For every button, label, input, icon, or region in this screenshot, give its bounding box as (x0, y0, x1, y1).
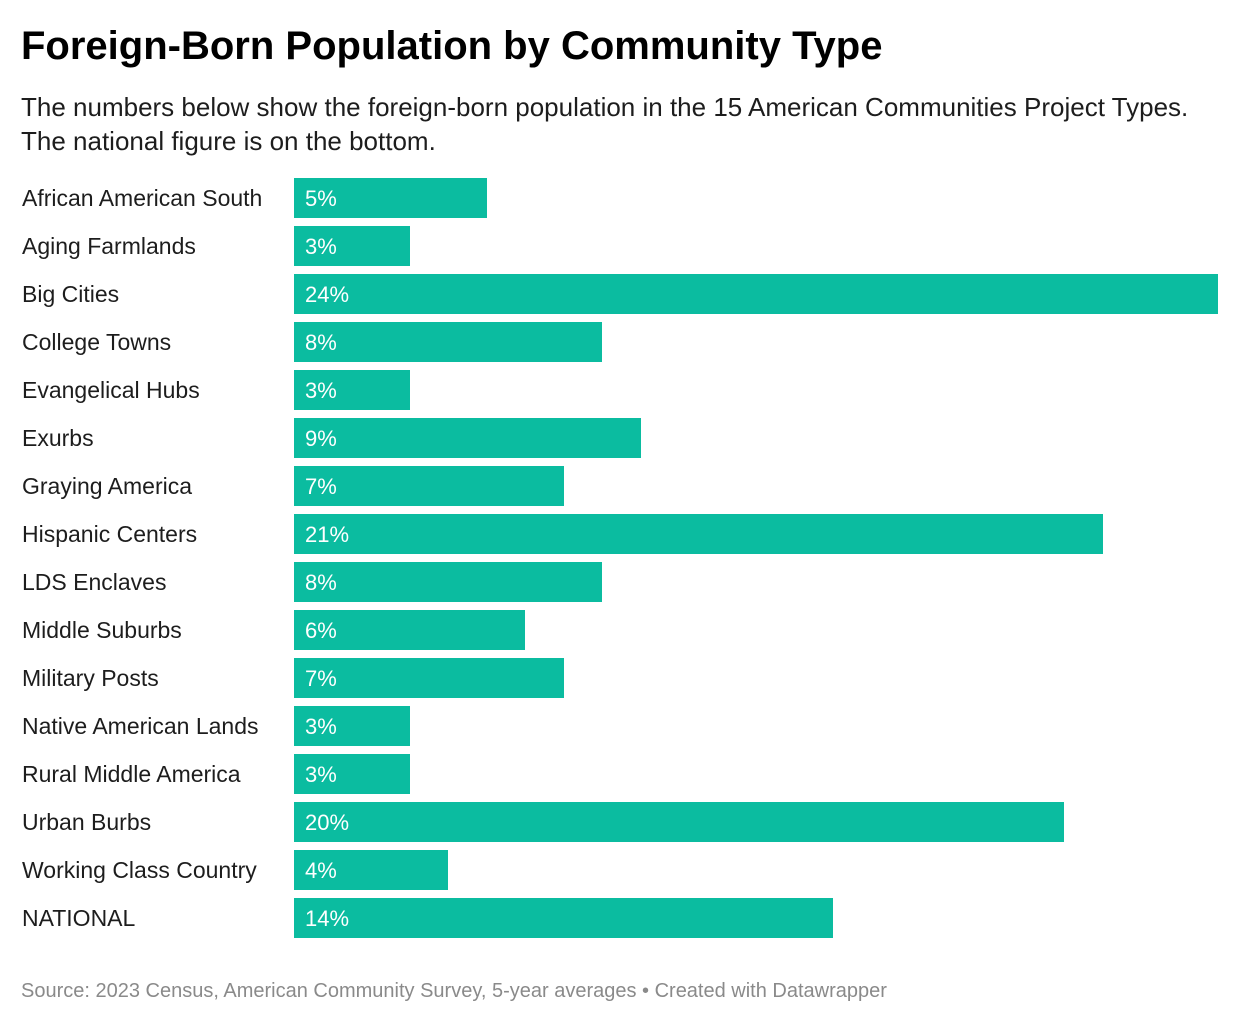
bar-row-exurbs: Exurbs 9% (22, 418, 641, 458)
bar-row-lds-enclaves: LDS Enclaves 8% (22, 562, 602, 602)
category-label-rural-middle-america: Rural Middle America (22, 761, 241, 787)
category-label-aging-farmlands: Aging Farmlands (22, 233, 196, 259)
value-label-urban-burbs: 20% (305, 810, 349, 835)
bar-graying-america (294, 466, 564, 506)
category-label-urban-burbs: Urban Burbs (22, 809, 151, 835)
source-note: Source: 2023 Census, American Community … (21, 980, 887, 1002)
value-label-lds-enclaves: 8% (305, 570, 337, 595)
bar-hispanic-centers (294, 514, 1103, 554)
bar-middle-suburbs (294, 610, 525, 650)
value-label-working-class-country: 4% (305, 858, 337, 883)
bar-working-class-country (294, 850, 448, 890)
bar-row-native-american-lands: Native American Lands 3% (22, 706, 410, 746)
bar-national (294, 898, 833, 938)
value-label-graying-america: 7% (305, 474, 337, 499)
bar-college-towns (294, 322, 602, 362)
chart-subtitle: The numbers below show the foreign-born … (21, 92, 1189, 156)
bar-big-cities (294, 274, 1218, 314)
bar-row-big-cities: Big Cities 24% (22, 274, 1218, 314)
category-label-hispanic-centers: Hispanic Centers (22, 521, 197, 547)
value-label-military-posts: 7% (305, 666, 337, 691)
bar-row-middle-suburbs: Middle Suburbs 6% (22, 610, 525, 650)
bar-row-urban-burbs: Urban Burbs 20% (22, 802, 1064, 842)
bar-row-military-posts: Military Posts 7% (22, 658, 564, 698)
category-label-military-posts: Military Posts (22, 665, 159, 691)
value-label-evangelical-hubs: 3% (305, 378, 337, 403)
value-label-national: 14% (305, 906, 349, 931)
value-label-hispanic-centers: 21% (305, 522, 349, 547)
category-label-graying-america: Graying America (22, 473, 192, 499)
value-label-aging-farmlands: 3% (305, 234, 337, 259)
chart-title: Foreign-Born Population by Community Typ… (21, 24, 883, 68)
bar-row-evangelical-hubs: Evangelical Hubs 3% (22, 370, 410, 410)
bar-native-american-lands (294, 706, 410, 746)
bar-military-posts (294, 658, 564, 698)
bar-exurbs (294, 418, 641, 458)
value-label-african-american-south: 5% (305, 186, 337, 211)
category-label-working-class-country: Working Class Country (22, 857, 257, 883)
value-label-big-cities: 24% (305, 282, 349, 307)
category-label-national: NATIONAL (22, 905, 136, 931)
bar-row-hispanic-centers: Hispanic Centers 21% (22, 514, 1103, 554)
category-label-college-towns: College Towns (22, 329, 171, 355)
bar-row-college-towns: College Towns 8% (22, 322, 602, 362)
value-label-exurbs: 9% (305, 426, 337, 451)
bar-urban-burbs (294, 802, 1064, 842)
bar-lds-enclaves (294, 562, 602, 602)
value-label-middle-suburbs: 6% (305, 618, 337, 643)
value-label-college-towns: 8% (305, 330, 337, 355)
category-label-middle-suburbs: Middle Suburbs (22, 617, 182, 643)
bar-row-african-american-south: African American South 5% (22, 178, 487, 218)
category-label-native-american-lands: Native American Lands (22, 713, 259, 739)
bar-rural-middle-america (294, 754, 410, 794)
bar-evangelical-hubs (294, 370, 410, 410)
bar-african-american-south (294, 178, 487, 218)
value-label-rural-middle-america: 3% (305, 762, 337, 787)
bar-aging-farmlands (294, 226, 410, 266)
bar-row-graying-america: Graying America 7% (22, 466, 564, 506)
category-label-lds-enclaves: LDS Enclaves (22, 569, 166, 595)
category-label-evangelical-hubs: Evangelical Hubs (22, 377, 200, 403)
bar-row-rural-middle-america: Rural Middle America 3% (22, 754, 410, 794)
category-label-african-american-south: African American South (22, 185, 262, 211)
bar-row-aging-farmlands: Aging Farmlands 3% (22, 226, 410, 266)
category-label-big-cities: Big Cities (22, 281, 119, 307)
category-label-exurbs: Exurbs (22, 425, 94, 451)
bar-row-national: NATIONAL 14% (22, 898, 833, 938)
bar-row-working-class-country: Working Class Country 4% (22, 850, 448, 890)
value-label-native-american-lands: 3% (305, 714, 337, 739)
